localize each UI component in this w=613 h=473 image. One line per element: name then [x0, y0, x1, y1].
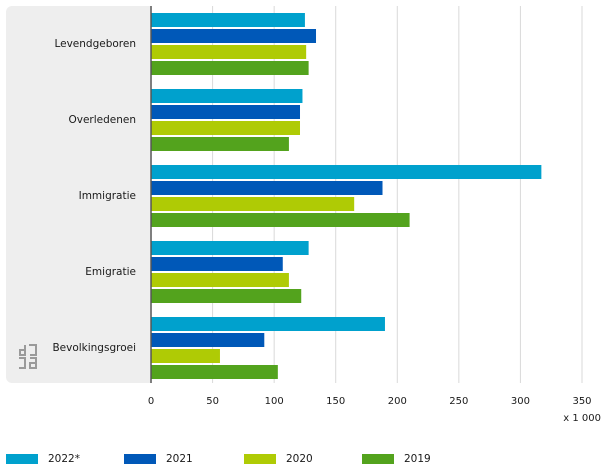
- bar-overledenen-2021: [151, 105, 301, 119]
- x-tick-label: 50: [206, 396, 219, 407]
- category-label: Immigratie: [78, 190, 136, 202]
- legend-item: 2022*: [6, 453, 80, 465]
- legend-item: 2021: [124, 453, 193, 465]
- category-label: Emigratie: [85, 266, 136, 278]
- legend: 2022* 2021 2020 2019: [0, 453, 613, 471]
- bar-overledenen-2020: [151, 121, 301, 135]
- x-tick-label: 300: [511, 396, 530, 407]
- legend-label: 2022*: [48, 453, 80, 465]
- x-tick-label: 200: [388, 396, 407, 407]
- legend-label: 2021: [166, 453, 193, 465]
- legend-swatch: [124, 454, 156, 464]
- category-label: Bevolkingsgroei: [52, 342, 136, 354]
- bar-bevolkingsgroei-2020: [151, 349, 220, 363]
- bar-immigratie-2021: [151, 181, 383, 195]
- bar-immigratie-2019: [151, 213, 410, 227]
- unit-label: x 1 000: [563, 413, 601, 424]
- bar-immigratie-2022: [151, 165, 542, 179]
- bar-levendgeboren-2021: [151, 29, 317, 43]
- legend-swatch: [362, 454, 394, 464]
- bar-bevolkingsgroei-2019: [151, 365, 278, 379]
- x-tick-label: 100: [265, 396, 284, 407]
- legend-swatch: [244, 454, 276, 464]
- bar-emigratie-2020: [151, 273, 289, 287]
- x-tick-label: 350: [572, 396, 591, 407]
- legend-swatch: [6, 454, 38, 464]
- legend-label: 2020: [286, 453, 313, 465]
- legend-item: 2019: [362, 453, 431, 465]
- bar-emigratie-2021: [151, 257, 283, 271]
- x-tick-label: 250: [449, 396, 468, 407]
- bar-levendgeboren-2019: [151, 61, 309, 75]
- bar-overledenen-2019: [151, 137, 289, 151]
- category-label-panel: [6, 6, 150, 383]
- category-label: Levendgeboren: [54, 38, 136, 50]
- bar-chart: 0 50 100 150 200 250 300 350: [148, 6, 592, 407]
- legend-item: 2020: [244, 453, 313, 465]
- cbs-logo-icon: [16, 343, 40, 377]
- x-tick-label: 150: [326, 396, 345, 407]
- x-tick-label: 0: [148, 396, 154, 407]
- bar-levendgeboren-2020: [151, 45, 307, 59]
- bar-bevolkingsgroei-2022: [151, 317, 385, 331]
- bar-bevolkingsgroei-2021: [151, 333, 265, 347]
- category-label: Overledenen: [68, 114, 136, 126]
- bar-levendgeboren-2022: [151, 13, 305, 27]
- bar-emigratie-2019: [151, 289, 302, 303]
- legend-label: 2019: [404, 453, 431, 465]
- bar-overledenen-2022: [151, 89, 303, 103]
- bar-emigratie-2022: [151, 241, 309, 255]
- bar-immigratie-2020: [151, 197, 355, 211]
